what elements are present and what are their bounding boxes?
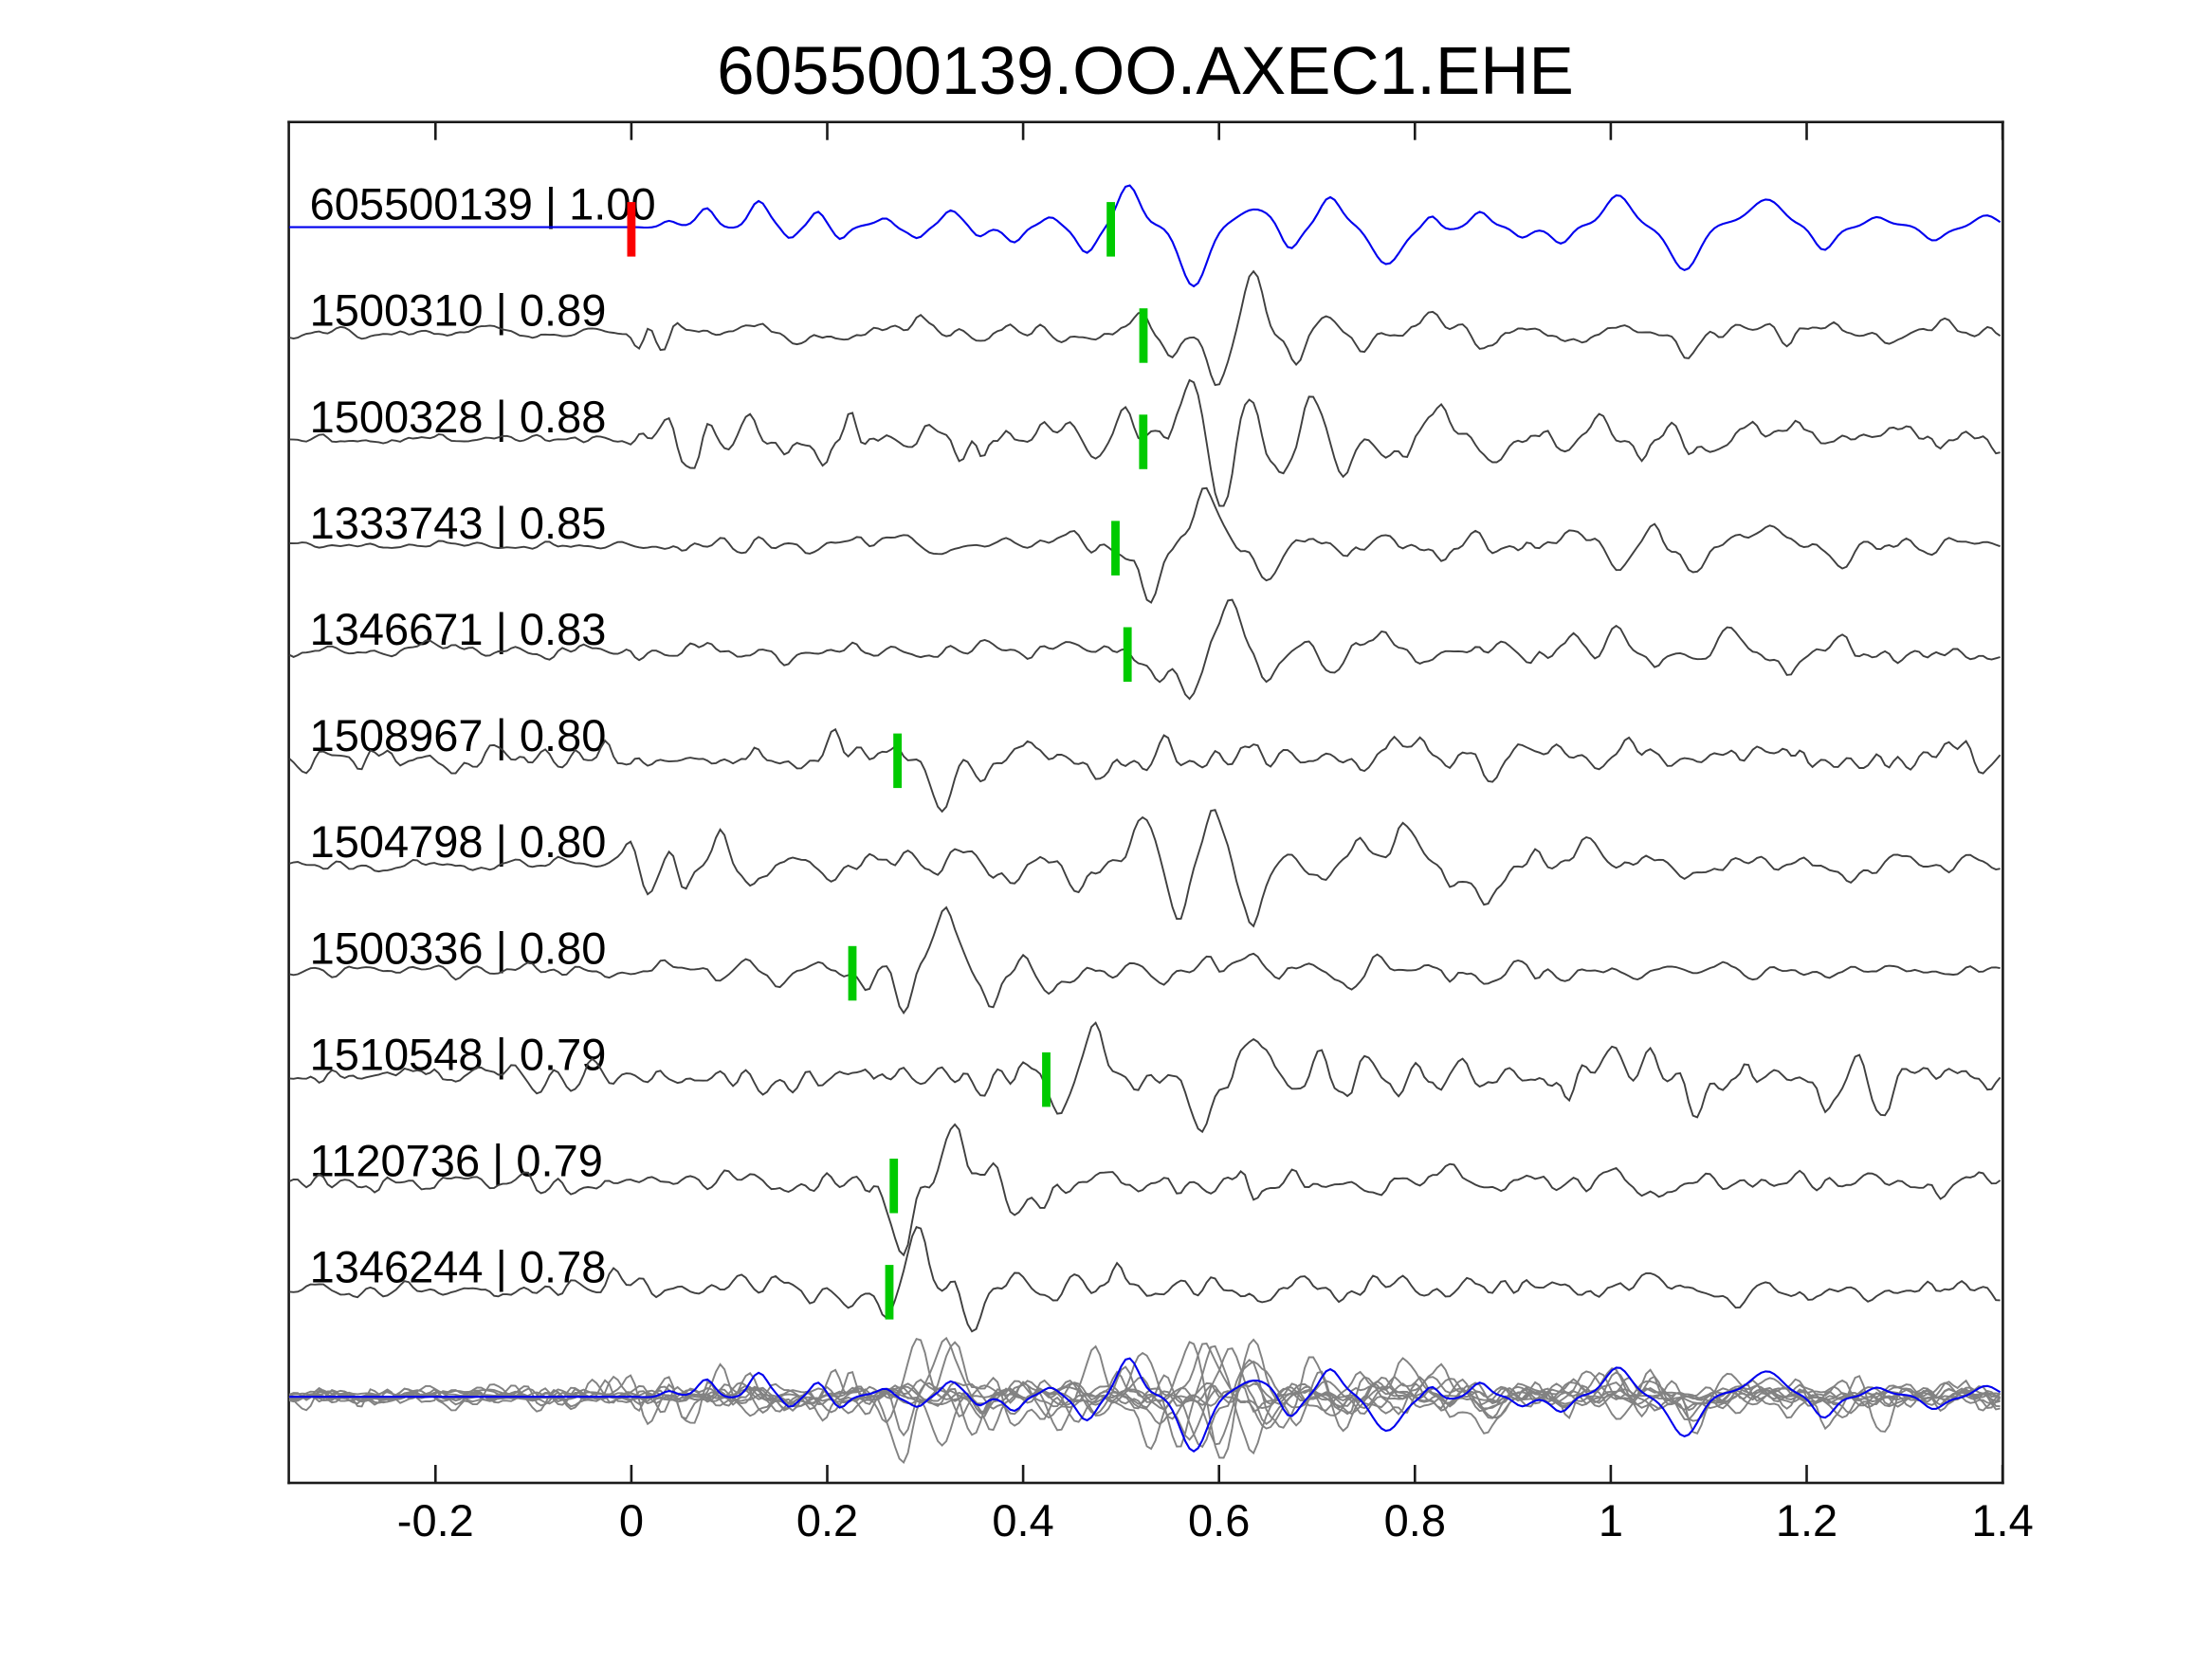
svg-text:1500328 | 0.88: 1500328 | 0.88 <box>310 392 607 442</box>
svg-text:1346244 | 0.78: 1346244 | 0.78 <box>310 1242 607 1292</box>
svg-text:1510548 | 0.79: 1510548 | 0.79 <box>310 1029 607 1079</box>
svg-text:1.2: 1.2 <box>1776 1495 1837 1545</box>
svg-text:1508967 | 0.80: 1508967 | 0.80 <box>310 710 607 760</box>
svg-text:-0.2: -0.2 <box>397 1495 474 1545</box>
svg-text:1.4: 1.4 <box>1971 1495 2033 1545</box>
svg-text:1504798 | 0.80: 1504798 | 0.80 <box>310 816 607 867</box>
svg-text:1500336 | 0.80: 1500336 | 0.80 <box>310 923 607 973</box>
svg-text:0.4: 0.4 <box>992 1495 1053 1545</box>
svg-text:0.6: 0.6 <box>1188 1495 1250 1545</box>
svg-text:0.8: 0.8 <box>1384 1495 1446 1545</box>
svg-text:0: 0 <box>619 1495 644 1545</box>
svg-text:605500139.OO.AXEC1.EHE: 605500139.OO.AXEC1.EHE <box>717 34 1574 109</box>
svg-text:605500139 | 1.00: 605500139 | 1.00 <box>310 179 656 229</box>
svg-text:0.2: 0.2 <box>796 1495 858 1545</box>
svg-text:1333743 | 0.85: 1333743 | 0.85 <box>310 498 607 548</box>
svg-text:1: 1 <box>1599 1495 1623 1545</box>
svg-text:1500310 | 0.89: 1500310 | 0.89 <box>310 285 607 336</box>
